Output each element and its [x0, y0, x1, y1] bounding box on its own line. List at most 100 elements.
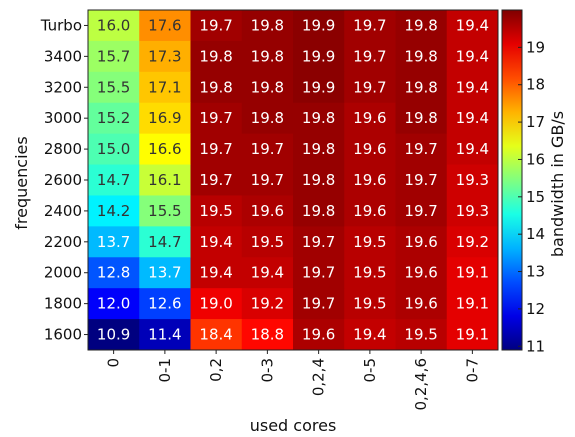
heatmap-cell	[395, 40, 448, 73]
cell-value-label: 19.8	[199, 78, 232, 96]
heatmap-cell	[395, 319, 448, 351]
cell-value-label: 14.2	[97, 202, 130, 220]
cell-value-label: 19.8	[251, 47, 284, 65]
heatmap-cell	[241, 133, 294, 166]
heatmap-cell	[293, 226, 345, 258]
heatmap-cell	[241, 10, 294, 42]
heatmap-cell	[241, 226, 294, 258]
heatmap-cell	[293, 288, 345, 320]
heatmap-cell	[446, 164, 499, 196]
cell-value-label: 19.7	[404, 202, 437, 220]
heatmap-cell	[446, 71, 499, 104]
cell-value-label: 19.2	[251, 295, 284, 313]
heatmap-cell	[395, 10, 448, 42]
heatmap-cell	[190, 40, 243, 73]
heatmap-cell	[88, 40, 140, 73]
heatmap-cell	[344, 195, 396, 227]
heatmap-cell	[344, 102, 396, 135]
heatmap-cell	[139, 10, 191, 42]
heatmap-cell	[395, 164, 448, 196]
cell-value-label: 12.8	[97, 264, 130, 282]
cell-value-label: 19.8	[302, 109, 335, 127]
y-tick-label: 3000	[44, 109, 82, 127]
x-tick-label: 0-7	[463, 358, 481, 383]
colorbar-ticks: 11 12 13 14 15 16 17 18 19	[518, 38, 545, 355]
y-tick-label: Turbo	[40, 16, 82, 34]
heatmap-cell	[446, 288, 499, 320]
heatmap-cell	[344, 257, 396, 289]
heatmap-cells: 16.0 17.6 19.7 19.8 19.9 19.7 19.8 19.4 15.7 17.3…	[88, 10, 499, 351]
cell-value-label: 19.7	[404, 171, 437, 189]
cell-value-label: 19.8	[404, 16, 437, 34]
colorbar-tick-label: 16	[526, 150, 545, 168]
cell-value-label: 19.1	[456, 295, 489, 313]
x-tick-label: 0	[105, 358, 123, 368]
cell-value-label: 19.7	[199, 171, 232, 189]
cell-value-label: 19.4	[456, 140, 489, 158]
x-tick-label: 0,2	[207, 358, 225, 382]
cell-value-label: 16.0	[97, 16, 130, 34]
heatmap-cell	[139, 226, 191, 258]
cell-value-label: 18.4	[199, 326, 232, 344]
cell-value-label: 19.7	[353, 47, 386, 65]
colorbar	[501, 9, 523, 351]
y-tick-label: 3400	[44, 47, 82, 65]
x-axis-label: used cores	[250, 416, 337, 435]
heatmap-cell	[344, 319, 396, 351]
heatmap-cell	[190, 164, 243, 196]
cell-value-label: 19.4	[353, 326, 386, 344]
heatmap-cell	[139, 102, 191, 135]
cell-value-label: 19.7	[199, 140, 232, 158]
heatmap-cell	[139, 40, 191, 73]
heatmap-cell	[88, 195, 140, 227]
cell-value-label: 19.4	[456, 78, 489, 96]
y-tick-label: 2400	[44, 202, 82, 220]
cell-value-label: 19.4	[251, 264, 284, 282]
heatmap-cell	[293, 195, 345, 227]
colorbar-tick-label: 13	[526, 263, 545, 281]
y-tick-label: 1800	[44, 295, 82, 313]
cell-value-label: 15.2	[97, 109, 130, 127]
cell-value-label: 19.5	[404, 326, 437, 344]
cell-value-label: 19.0	[199, 295, 232, 313]
heatmap-cell	[139, 71, 191, 104]
heatmap-cell	[139, 195, 191, 227]
cell-value-label: 19.7	[404, 140, 437, 158]
heatmap-cell	[293, 71, 345, 104]
heatmap-cell	[395, 226, 448, 258]
cell-value-label: 15.5	[148, 202, 181, 220]
x-tick-label: 0,2,4,6	[412, 358, 430, 410]
cell-value-label: 19.1	[456, 326, 489, 344]
y-axis-ticks: Turbo 3400 3200 3000 2800 2600 2400 2200 2000 180…	[40, 16, 88, 344]
cell-value-label: 19.5	[353, 295, 386, 313]
heatmap-cell	[88, 319, 140, 351]
colorbar-tick-label: 12	[526, 300, 545, 318]
cell-value-label: 19.7	[302, 264, 335, 282]
heatmap-cell	[395, 257, 448, 289]
cell-value-label: 15.5	[97, 78, 130, 96]
heatmap-cell	[344, 40, 396, 73]
heatmap-cell	[446, 257, 499, 289]
heatmap-cell	[139, 164, 191, 196]
heatmap-cell	[88, 71, 140, 104]
heatmap-cell	[293, 133, 345, 166]
cell-value-label: 19.6	[353, 109, 386, 127]
heatmap-cell	[293, 40, 345, 73]
cell-value-label: 19.7	[353, 78, 386, 96]
heatmap-cell	[241, 40, 294, 73]
cell-value-label: 19.8	[404, 109, 437, 127]
cell-value-label: 19.7	[199, 109, 232, 127]
heatmap-cell	[344, 71, 396, 104]
cell-value-label: 19.8	[404, 78, 437, 96]
colorbar-tick-label: 14	[526, 225, 545, 243]
heatmap-cell	[293, 319, 345, 351]
heatmap-cell	[241, 71, 294, 104]
cell-value-label: 19.9	[302, 47, 335, 65]
cell-value-label: 19.7	[251, 140, 284, 158]
heatmap-cell	[190, 195, 243, 227]
heatmap-cell	[88, 226, 140, 258]
cell-value-label: 19.5	[353, 264, 386, 282]
heatmap-cell	[344, 164, 396, 196]
heatmap-cell	[88, 257, 140, 289]
heatmap-cell	[190, 257, 243, 289]
